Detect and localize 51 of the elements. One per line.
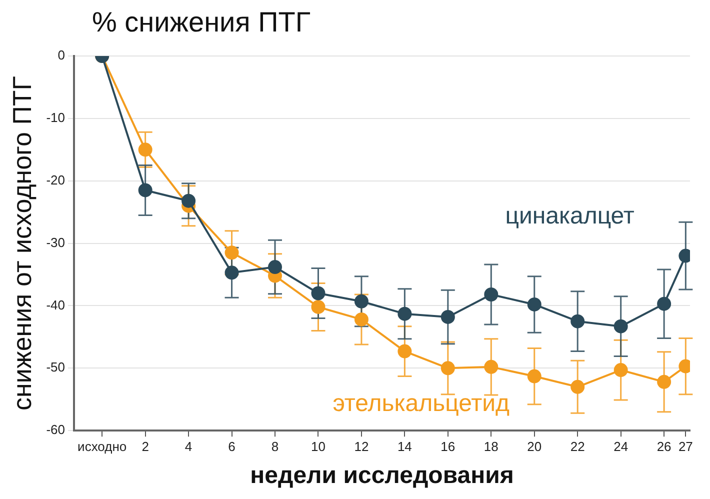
text: цинакалцет [505,202,634,230]
x-tick-label: 12 [354,438,369,454]
x-tick-label: 20 [527,438,542,454]
x-tick-label: 22 [570,438,585,454]
point [657,296,672,311]
y-tick-label: -20 [46,172,65,188]
point [570,380,585,394]
point [440,361,455,376]
x-tick-label: 8 [271,438,279,454]
x-tick-label: исходно [78,438,127,454]
y-axis-title: снижения от исходного ПТГ [6,76,37,410]
y-tick-label: -10 [46,110,65,126]
point [614,319,628,334]
y-tick-label: -30 [46,234,65,250]
point [484,360,498,374]
point [138,142,152,157]
y-tick-label: -60 [46,422,65,438]
x-axis-title: недели исследования [250,462,514,490]
x-tick-label: 6 [228,438,236,454]
point [527,297,542,312]
point [657,374,672,389]
point [484,287,498,302]
point [614,363,628,378]
point [138,183,152,198]
point [224,266,239,280]
y-tick-label: -50 [46,360,65,375]
point [268,260,282,274]
point [398,306,412,321]
point [440,310,455,324]
point [182,194,196,208]
x-tick-label: 14 [397,438,412,454]
x-tick-label: 10 [311,438,326,454]
x-tick-label: 24 [614,438,628,454]
x-tick-label: 18 [484,438,498,454]
point [398,344,412,358]
x-tick-label: 2 [142,438,149,454]
x-tick-label: 4 [184,438,192,454]
y-tick-label: -40 [46,297,65,312]
series-label: этелькальцетид [332,390,510,418]
x-tick-label: 27 [678,438,693,454]
chart-title: % снижения ПТГ [92,6,311,38]
point [224,246,239,260]
x-tick-label: 16 [440,438,456,454]
point [570,314,585,328]
point [311,286,326,300]
point [354,312,368,326]
x-tick-label: 26 [656,438,672,454]
y-tick-label: 0 [58,48,65,63]
point [354,294,368,308]
point [311,300,326,314]
point [527,369,542,384]
